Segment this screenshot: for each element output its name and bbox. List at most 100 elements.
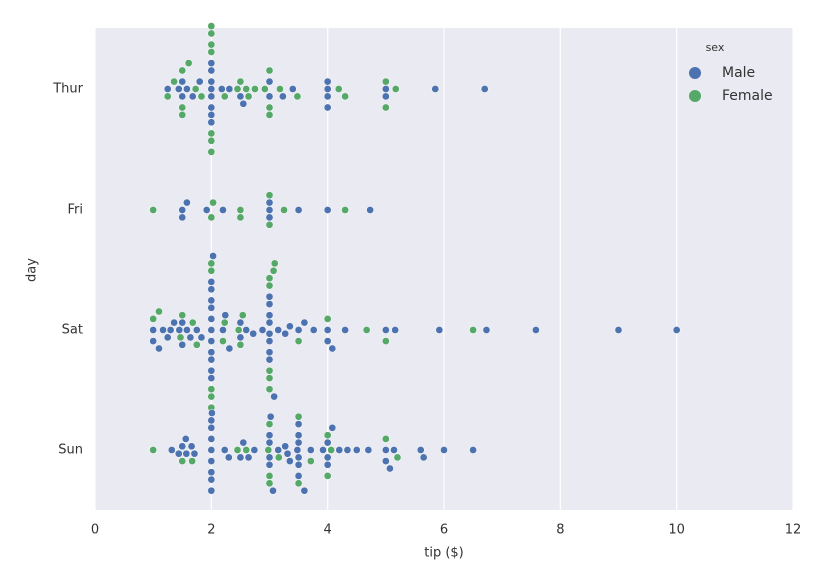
swarm-point <box>265 385 274 394</box>
swarm-point <box>431 85 440 93</box>
swarm-point <box>341 92 349 101</box>
swarm-point <box>207 326 216 334</box>
swarm-point <box>265 191 274 200</box>
swarm-point <box>149 315 158 323</box>
swarm-point <box>182 449 191 458</box>
swarm-point <box>155 344 163 353</box>
swarm-point <box>207 85 216 93</box>
swarm-point <box>335 446 344 454</box>
swarm-point <box>178 111 187 119</box>
swarm-point <box>163 92 172 101</box>
swarm-point <box>207 486 216 495</box>
swarm-point <box>167 446 176 454</box>
swarm-point <box>236 92 245 101</box>
swarm-point <box>219 206 227 214</box>
swarm-point <box>323 315 332 323</box>
swarm-point <box>234 326 243 334</box>
swarm-point <box>264 446 273 454</box>
swarm-point <box>163 333 172 342</box>
swarm-point <box>174 449 183 458</box>
swarm-point <box>236 340 245 349</box>
swarm-point <box>190 449 199 458</box>
swarm-point <box>319 446 327 454</box>
swarm-point <box>265 66 274 75</box>
swarm-point <box>265 438 274 447</box>
swarm-point <box>280 206 288 214</box>
swarm-point <box>482 326 491 334</box>
swarm-point <box>184 59 193 67</box>
swarm-point <box>178 457 187 465</box>
swarm-point <box>469 326 477 334</box>
swarm-point <box>178 213 187 222</box>
swarm-point <box>174 85 183 93</box>
y-tick-label: Fri <box>68 203 84 218</box>
swarm-point <box>381 103 390 112</box>
swarm-point <box>419 453 428 462</box>
swarm-point <box>381 77 390 86</box>
swarm-point <box>239 99 248 108</box>
swarm-point <box>393 453 402 462</box>
swarm-point <box>286 322 294 331</box>
swarm-point <box>207 136 216 145</box>
legend-label: Female <box>722 88 773 104</box>
swarm-point <box>149 326 158 334</box>
swarm-point <box>178 318 187 327</box>
swarm-point <box>265 300 274 308</box>
swarm-point <box>294 206 303 214</box>
swarm-point <box>265 329 274 338</box>
swarm-point <box>265 92 274 101</box>
swarm-point <box>381 435 390 443</box>
swarm-point <box>352 446 361 454</box>
swarm-point <box>381 92 390 101</box>
swarm-point <box>238 311 247 320</box>
swarm-point <box>178 206 187 214</box>
swarm-point <box>288 85 297 93</box>
legend-marker <box>689 90 701 102</box>
swarm-point <box>233 85 242 93</box>
x-axis-label: tip ($) <box>424 546 464 561</box>
swarm-point <box>202 206 211 214</box>
swarm-point <box>294 453 303 462</box>
swarm-point <box>207 435 216 443</box>
swarm-point <box>270 259 279 268</box>
legend-title: sex <box>706 41 725 54</box>
swarm-point <box>244 453 253 462</box>
swarm-point <box>207 315 216 323</box>
swarm-point <box>532 326 540 334</box>
y-tick-label: Sun <box>58 443 83 458</box>
swarm-point <box>178 311 187 320</box>
swarm-point <box>176 333 185 342</box>
swarm-point <box>274 326 283 334</box>
swarm-point <box>207 22 216 30</box>
swarm-point <box>265 206 274 214</box>
swarm-point <box>170 77 178 86</box>
swarm-point <box>258 326 267 334</box>
swarm-point <box>178 340 187 349</box>
swarm-point <box>207 213 216 222</box>
swarm-point <box>207 366 216 375</box>
swarm-point <box>323 326 332 334</box>
legend-label: Male <box>722 65 755 81</box>
swarm-point <box>242 326 251 334</box>
swarm-point <box>265 274 274 283</box>
swarm-point <box>274 453 283 462</box>
swarm-point <box>207 337 216 345</box>
swarm-point <box>183 326 191 334</box>
swarm-point <box>334 85 343 93</box>
swarm-point <box>381 326 390 334</box>
swarm-point <box>188 457 196 465</box>
swarm-point <box>188 318 197 327</box>
swarm-point <box>323 438 332 447</box>
swarm-point <box>207 29 216 38</box>
swarm-point <box>217 85 226 93</box>
swarm-point <box>207 475 216 484</box>
swarm-point <box>294 420 303 428</box>
swarm-point <box>236 333 245 342</box>
swarm-point <box>149 337 158 345</box>
x-tick-label: 6 <box>440 523 448 538</box>
swarm-point <box>265 479 274 488</box>
swarm-point <box>294 337 303 345</box>
swarm-point <box>366 206 374 214</box>
swarm-point <box>225 344 234 353</box>
swarm-point <box>242 446 251 454</box>
